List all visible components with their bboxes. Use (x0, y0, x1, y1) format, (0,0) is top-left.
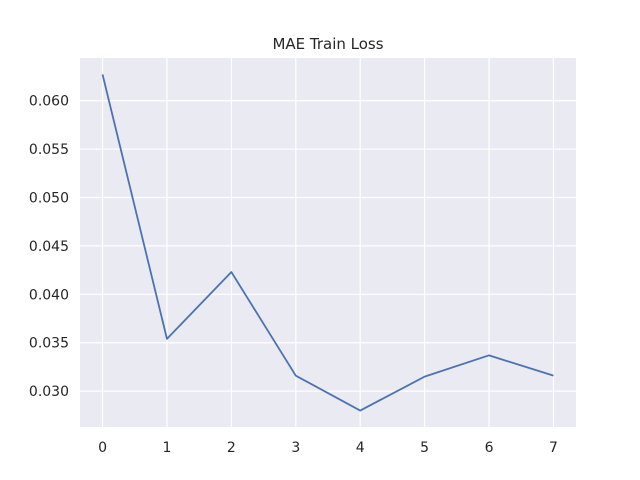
x-tick-label: 6 (485, 440, 494, 456)
x-tick-label: 3 (291, 440, 300, 456)
y-tick-label: 0.050 (29, 190, 69, 206)
y-tick-label: 0.055 (29, 142, 69, 158)
grid (80, 58, 576, 427)
series-group (101, 74, 554, 412)
y-tick-label: 0.060 (29, 94, 69, 110)
y-axis: 0.030 0.035 0.040 0.045 0.050 0.055 0.060 (29, 94, 69, 401)
y-tick-label: 0.030 (29, 384, 69, 400)
y-tick-label: 0.045 (29, 239, 69, 255)
x-tick-label: 7 (549, 440, 558, 456)
y-tick-label: 0.035 (29, 336, 69, 352)
chart-title: MAE Train Loss (272, 35, 383, 53)
x-axis: 0 1 2 3 4 5 6 7 (98, 440, 558, 456)
y-tick-label: 0.040 (29, 287, 69, 303)
x-tick-label: 5 (420, 440, 429, 456)
x-tick-label: 1 (163, 440, 172, 456)
x-tick-label: 0 (98, 440, 107, 456)
plot-area (80, 58, 576, 427)
x-tick-label: 2 (227, 440, 236, 456)
series-line (101, 74, 554, 412)
x-tick-label: 4 (356, 440, 365, 456)
